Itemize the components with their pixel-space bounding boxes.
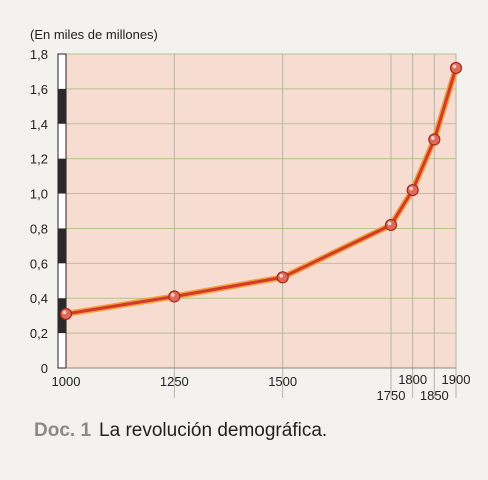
data-point (406, 183, 419, 197)
grid (66, 53, 457, 398)
y-axis-segment (58, 158, 66, 194)
x-tick-label: 1500 (268, 374, 297, 389)
x-tick-label: 1800 (398, 372, 427, 387)
figure-caption: Doc. 1 La revolución demográfica. (34, 420, 327, 442)
data-point (428, 133, 441, 146)
data-point (59, 307, 73, 321)
x-tick-label: 1850 (420, 388, 449, 403)
y-axis-track (57, 53, 67, 369)
y-tick-label: 0,6 (30, 256, 48, 271)
y-tick-label: 1,8 (30, 47, 48, 62)
data-point-highlight (387, 221, 392, 226)
data-point (384, 218, 398, 232)
data-point-highlight (279, 273, 283, 278)
population-markers (59, 61, 463, 321)
data-point-marker (449, 61, 463, 75)
caption-doc-label: Doc. 1 (34, 420, 92, 441)
x-tick-label: 1900 (442, 372, 471, 387)
x-tick-label: 1750 (377, 388, 406, 403)
y-tick-label: 0,8 (30, 221, 48, 236)
x-tick-label: 1000 (52, 374, 81, 389)
data-point-marker (428, 133, 441, 146)
data-point-marker (276, 271, 289, 284)
data-point-highlight (452, 64, 457, 69)
data-point-marker (406, 183, 419, 197)
x-tick-label: 1250 (160, 374, 189, 389)
data-point (449, 61, 463, 75)
data-point-marker (168, 290, 181, 303)
y-axis-segment (58, 228, 66, 264)
data-point (276, 271, 289, 284)
y-tick-label: 1,6 (30, 82, 48, 97)
data-point-marker (59, 307, 73, 321)
y-tick-label: 1,2 (30, 152, 48, 167)
data-point-highlight (171, 293, 175, 297)
unit-label: (En miles de millones) (30, 27, 158, 42)
y-tick-label: 0,2 (30, 326, 48, 341)
data-point-highlight (62, 310, 67, 315)
y-tick-label: 0 (41, 361, 48, 376)
y-axis-tick-labels: 0 0,2 0,4 0,6 0,8 1,0 1,2 1,4 1,6 1,8 (30, 47, 48, 376)
y-tick-label: 1,0 (30, 187, 48, 202)
y-tick-label: 1,4 (30, 117, 48, 132)
y-tick-label: 0,4 (30, 291, 48, 306)
data-point (168, 290, 181, 303)
data-point-marker (384, 218, 398, 232)
caption-text: La revolución demográfica. (99, 420, 328, 441)
data-point-highlight (409, 186, 413, 191)
y-axis-segment (58, 88, 66, 124)
data-point-highlight (431, 136, 435, 140)
